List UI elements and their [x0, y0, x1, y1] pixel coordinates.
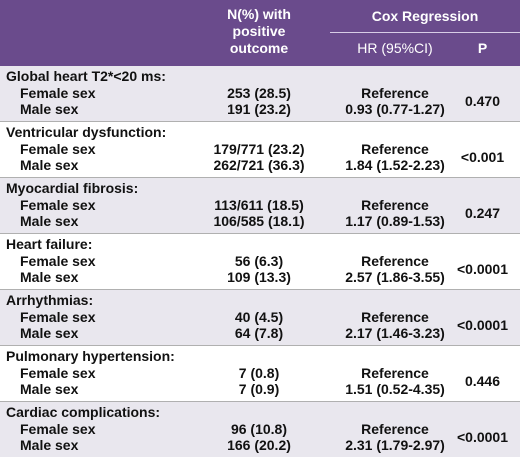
male-sex-label: Male sex [20, 381, 79, 397]
female-sex-label: Female sex [20, 365, 96, 381]
female-n-value: 56 (6.3) [234, 253, 284, 269]
p-value: 0.247 [464, 205, 501, 221]
outcome-column-header: N(%) with positive outcome [200, 6, 318, 57]
female-hr-value: Reference [361, 309, 429, 325]
male-n-value: 262/721 (36.3) [213, 157, 305, 173]
section-ventricular-dysfunction: Ventricular dysfunction: Female sex Male… [0, 122, 520, 178]
female-hr-value: Reference [361, 197, 429, 213]
female-hr-value: Reference [361, 421, 429, 437]
male-sex-label: Male sex [20, 101, 79, 117]
female-sex-label: Female sex [20, 421, 96, 437]
p-value: <0.0001 [457, 261, 508, 277]
male-hr-value: 1.17 (0.89-1.53) [345, 213, 445, 229]
p-value: <0.0001 [457, 429, 508, 445]
section-arrhythmias: Arrhythmias: Female sex Male sex 40 (4.5… [0, 290, 520, 346]
male-hr-value: 0.93 (0.77-1.27) [345, 101, 445, 117]
section-cardiac-complications: Cardiac complications: Female sex Male s… [0, 402, 520, 457]
outcome-header-line2: positive [232, 23, 286, 39]
male-hr-value: 1.84 (1.52-2.23) [345, 157, 445, 173]
section-title: Global heart T2*<20 ms: [6, 68, 166, 84]
section-title: Myocardial fibrosis: [6, 180, 139, 196]
section-title: Ventricular dysfunction: [6, 124, 167, 140]
female-n-value: 96 (10.8) [230, 421, 288, 437]
section-title: Cardiac complications: [6, 404, 161, 420]
female-hr-value: Reference [361, 253, 429, 269]
section-global-heart-t2: Global heart T2*<20 ms: Female sex Male … [0, 66, 520, 122]
p-value: <0.0001 [457, 317, 508, 333]
male-n-value: 64 (7.8) [234, 325, 284, 341]
male-n-value: 166 (20.2) [227, 437, 291, 453]
cox-regression-header: Cox Regression [371, 8, 479, 24]
male-hr-value: 2.57 (1.86-3.55) [345, 269, 445, 285]
male-hr-value: 2.31 (1.79-2.97) [345, 437, 445, 453]
female-sex-label: Female sex [20, 85, 96, 101]
outcome-header-line3: outcome [229, 40, 289, 56]
male-n-value: 191 (23.2) [227, 101, 291, 117]
male-sex-label: Male sex [20, 437, 79, 453]
p-value: 0.446 [464, 373, 501, 389]
section-myocardial-fibrosis: Myocardial fibrosis: Female sex Male sex… [0, 178, 520, 234]
female-hr-value: Reference [361, 141, 429, 157]
header-divider [330, 32, 520, 33]
table-header: N(%) with positive outcome Cox Regressio… [0, 0, 520, 66]
male-sex-label: Male sex [20, 157, 79, 173]
male-hr-value: 2.17 (1.46-3.23) [345, 325, 445, 341]
female-n-value: 40 (4.5) [234, 309, 284, 325]
section-title: Pulmonary hypertension: [6, 348, 175, 364]
male-sex-label: Male sex [20, 269, 79, 285]
section-title: Heart failure: [6, 236, 93, 252]
p-value: 0.470 [464, 93, 501, 109]
section-pulmonary-hypertension: Pulmonary hypertension: Female sex Male … [0, 346, 520, 402]
female-hr-value: Reference [361, 85, 429, 101]
female-hr-value: Reference [361, 365, 429, 381]
male-sex-label: Male sex [20, 325, 79, 341]
male-n-value: 109 (13.3) [227, 269, 291, 285]
male-n-value: 106/585 (18.1) [213, 213, 305, 229]
female-sex-label: Female sex [20, 253, 96, 269]
female-n-value: 113/611 (18.5) [214, 197, 304, 213]
outcome-header-line1: N(%) with [227, 6, 291, 22]
section-title: Arrhythmias: [6, 292, 94, 308]
male-sex-label: Male sex [20, 213, 79, 229]
female-sex-label: Female sex [20, 309, 96, 325]
male-n-value: 7 (0.9) [238, 381, 280, 397]
female-sex-label: Female sex [20, 197, 96, 213]
section-heart-failure: Heart failure: Female sex Male sex 56 (6… [0, 234, 520, 290]
male-hr-value: 1.51 (0.52-4.35) [345, 381, 445, 397]
p-column-header: P [477, 40, 488, 56]
female-n-value: 7 (0.8) [238, 365, 280, 381]
p-value: <0.001 [460, 149, 505, 165]
female-sex-label: Female sex [20, 141, 96, 157]
female-n-value: 179/771 (23.2) [213, 141, 305, 157]
female-n-value: 253 (28.5) [227, 85, 291, 101]
hr-column-header: HR (95%CI) [357, 40, 433, 56]
